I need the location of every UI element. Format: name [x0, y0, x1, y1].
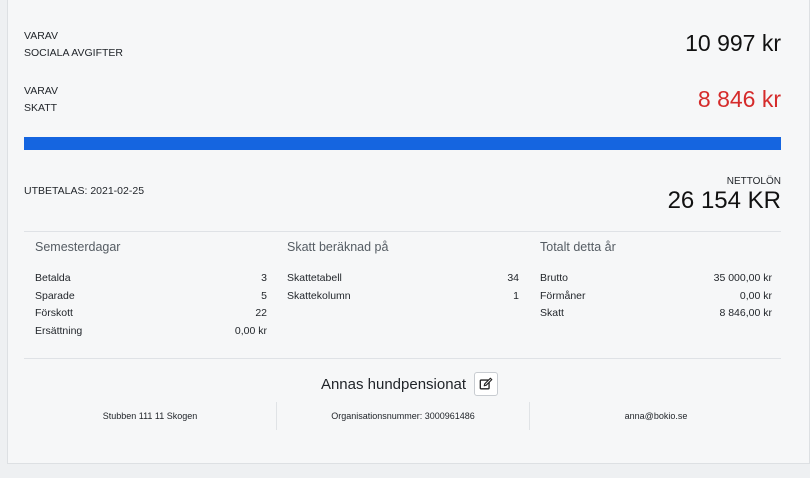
- payout-date: UTBETALAS: 2021-02-25: [24, 185, 145, 197]
- company-email[interactable]: anna@bokio.se: [624, 411, 688, 421]
- skatt-label-line1: VARAV: [24, 85, 59, 97]
- edit-icon: [479, 377, 493, 390]
- totals-row-label: Förmåner: [540, 289, 586, 302]
- totals-section: Totalt detta år Brutto 35 000,00 kr Förmå…: [540, 240, 772, 323]
- semester-row: Betalda 3: [35, 270, 267, 288]
- footer-separator: [276, 402, 277, 430]
- totals-row-value: 8 846,00 kr: [719, 307, 772, 319]
- skatt-basis-title: Skatt beräknad på: [287, 240, 389, 254]
- skatt-label: VARAV SKATT: [24, 83, 58, 117]
- sociala-label: VARAV SOCIALA AVGIFTER: [24, 28, 123, 62]
- divider-bottom: [24, 358, 781, 359]
- totals-row: Förmåner 0,00 kr: [540, 288, 772, 306]
- skatt-basis-row-value: 1: [513, 289, 519, 302]
- divider-top: [24, 231, 781, 232]
- netto-label: NETTOLÖN: [726, 176, 781, 187]
- sociala-label-line2: SOCIALA AVGIFTER: [24, 47, 124, 59]
- semester-row-label: Förskott: [35, 307, 73, 319]
- semester-row: Ersättning 0,00 kr: [35, 323, 267, 341]
- skatt-basis-row: Skattekolumn 1: [287, 288, 519, 306]
- semester-row-value: 0,00 kr: [234, 324, 267, 337]
- totals-row: Skatt 8 846,00 kr: [540, 305, 772, 323]
- skatt-basis-section: Skatt beräknad på Skattetabell 34 Skattek…: [287, 240, 519, 305]
- totals-row: Brutto 35 000,00 kr: [540, 270, 772, 288]
- semester-row-value: 3: [261, 272, 267, 284]
- footer-separator: [529, 402, 530, 430]
- semester-row-label: Sparade: [35, 289, 75, 302]
- skatt-basis-row: Skattetabell 34: [287, 270, 519, 288]
- company-address: Stubben 111 11 Skogen: [102, 411, 198, 421]
- totals-title: Totalt detta år: [540, 240, 616, 254]
- semester-row-label: Betalda: [35, 272, 71, 284]
- semester-title: Semesterdagar: [35, 240, 121, 254]
- company-org-number: Organisationsnummer: 3000961486: [331, 411, 475, 421]
- skatt-amount: 8 846 kr: [697, 86, 781, 112]
- company-name: Annas hundpensionat: [320, 375, 467, 393]
- semester-row-value: 22: [255, 307, 267, 319]
- totals-row-value: 0,00 kr: [739, 289, 772, 302]
- skatt-basis-row-label: Skattetabell: [287, 272, 342, 284]
- company-header: Annas hundpensionat: [8, 372, 810, 396]
- semester-row: Förskott 22: [35, 305, 267, 323]
- skatt-basis-row-label: Skattekolumn: [287, 289, 351, 302]
- skatt-basis-row-value: 34: [507, 272, 519, 284]
- netto-value: 26 154 KR: [667, 187, 781, 214]
- semester-section: Semesterdagar Betalda 3 Sparade 5 Förskott…: [35, 240, 267, 340]
- skatt-label-line2: SKATT: [24, 102, 58, 114]
- payslip-card: VARAV SOCIALA AVGIFTER 10 997 kr VARAV S…: [7, 0, 810, 464]
- semester-row-label: Ersättning: [35, 324, 83, 337]
- sociala-label-line1: VARAV: [24, 30, 59, 42]
- totals-row-label: Skatt: [540, 307, 564, 319]
- edit-company-button[interactable]: [474, 372, 499, 396]
- totals-row-value: 35 000,00 kr: [713, 272, 772, 284]
- salary-bar: [24, 137, 781, 150]
- totals-row-label: Brutto: [540, 272, 569, 284]
- semester-row: Sparade 5: [35, 288, 267, 306]
- sociala-amount: 10 997 kr: [685, 30, 781, 56]
- semester-row-value: 5: [261, 289, 267, 302]
